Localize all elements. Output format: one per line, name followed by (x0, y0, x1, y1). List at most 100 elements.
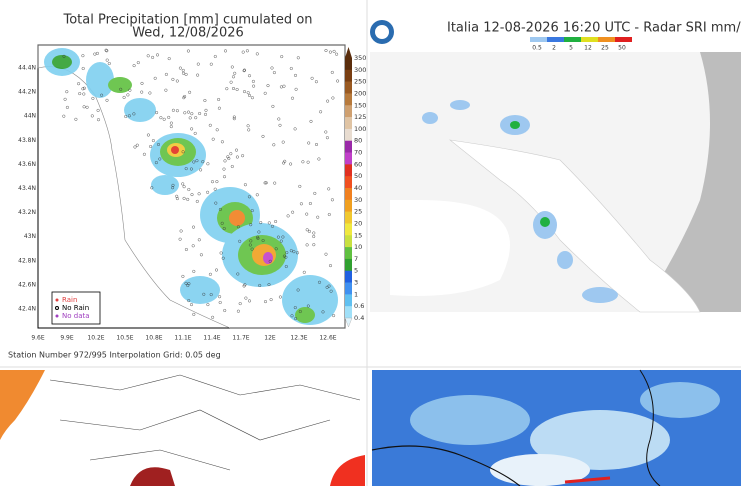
station (182, 96, 186, 100)
station (186, 110, 190, 114)
colorbar-swatch (345, 247, 352, 260)
station (196, 73, 200, 77)
precip-legend: Rain No Rain No data (51, 291, 101, 325)
station (171, 77, 175, 81)
station (167, 115, 171, 119)
station (324, 252, 328, 256)
station (211, 137, 215, 141)
station (204, 108, 208, 112)
station (218, 207, 222, 211)
colorbar-label: 1 (354, 290, 358, 298)
station (269, 298, 273, 302)
station (186, 197, 190, 201)
station (222, 175, 226, 179)
station (154, 161, 158, 165)
station (198, 111, 202, 115)
station (296, 288, 300, 292)
station (223, 159, 227, 163)
colorbar-label: 250 (354, 78, 366, 86)
colorbar-label: 50 (354, 172, 362, 180)
station (175, 109, 179, 113)
station (62, 114, 66, 118)
station (153, 76, 157, 80)
station (105, 49, 109, 53)
station (238, 239, 242, 243)
station (223, 309, 227, 313)
station (182, 196, 186, 200)
station (171, 108, 175, 112)
station (202, 292, 206, 296)
scale-swatch (530, 37, 547, 42)
station (206, 190, 210, 194)
station (271, 224, 275, 228)
colorbar-label: 10 (354, 243, 362, 251)
station (332, 314, 336, 318)
station (242, 69, 246, 73)
station (208, 123, 212, 127)
station (183, 111, 187, 115)
station (284, 255, 288, 259)
station (107, 62, 111, 66)
station (232, 115, 236, 119)
colorbar-label: 7 (354, 255, 358, 263)
station (284, 265, 288, 269)
station (329, 264, 333, 268)
station (188, 90, 192, 94)
station (93, 52, 97, 56)
station (291, 210, 295, 214)
station (250, 209, 254, 213)
station (149, 144, 153, 148)
station (226, 155, 230, 159)
scale-label: 50 (618, 45, 626, 52)
colorbar-swatch (345, 81, 352, 94)
colorbar-swatch (345, 93, 352, 106)
station (197, 238, 201, 242)
station (289, 66, 293, 70)
station (81, 66, 85, 70)
station (231, 75, 235, 79)
station (81, 54, 85, 58)
station (268, 259, 272, 263)
legend-label: Rain (62, 296, 77, 304)
wind-panel (371, 369, 741, 487)
lat-label: 44.2N (18, 89, 36, 96)
station (135, 143, 139, 147)
colorbar-swatch (345, 282, 352, 295)
station (292, 250, 296, 254)
colorbar-swatch (345, 211, 352, 224)
colorbar-label: 350 (354, 54, 366, 62)
station (175, 194, 179, 198)
station (286, 214, 290, 218)
colorbar-label: 30 (354, 196, 362, 204)
station (91, 96, 95, 100)
station (222, 226, 226, 230)
station (215, 128, 219, 132)
station (321, 310, 325, 314)
station (181, 274, 185, 278)
station (298, 310, 302, 314)
station (122, 95, 126, 99)
station (261, 238, 265, 242)
station (229, 80, 233, 84)
station (201, 160, 205, 164)
station (214, 201, 218, 205)
station (189, 167, 193, 171)
station (234, 148, 238, 152)
station (238, 302, 242, 306)
station (65, 90, 69, 94)
station (271, 104, 275, 108)
station (242, 284, 246, 288)
lon-label: 12.3E (290, 335, 307, 342)
station (167, 57, 171, 61)
station (245, 49, 249, 53)
station (317, 157, 321, 161)
station (290, 314, 294, 318)
station (85, 105, 89, 109)
station (331, 96, 335, 100)
station (255, 52, 259, 56)
scale-swatch (598, 37, 615, 42)
colorbar-label: 200 (354, 89, 366, 97)
station (100, 93, 104, 97)
station (209, 293, 213, 297)
